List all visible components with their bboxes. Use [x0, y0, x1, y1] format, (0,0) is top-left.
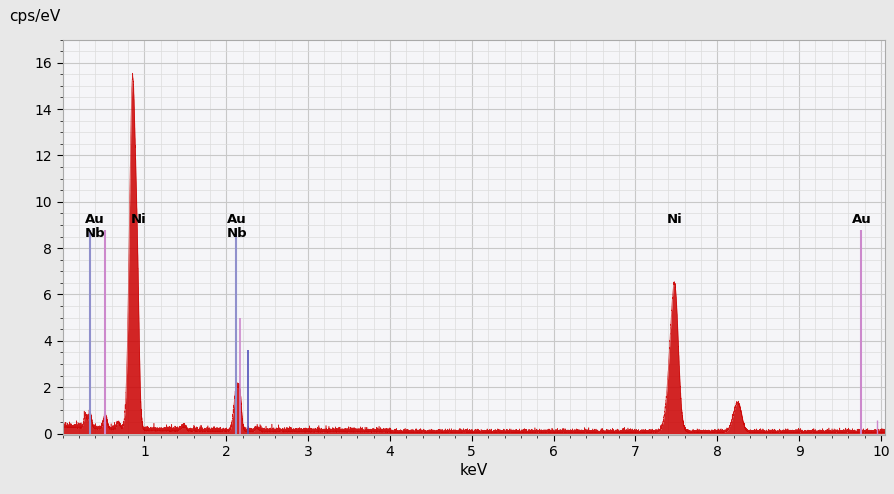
- Text: cps/eV: cps/eV: [9, 9, 61, 24]
- X-axis label: keV: keV: [460, 463, 488, 478]
- Text: Ni: Ni: [667, 213, 682, 226]
- Text: Au
Nb: Au Nb: [85, 213, 105, 240]
- Text: Ni: Ni: [131, 213, 147, 226]
- Text: Au
Nb: Au Nb: [227, 213, 248, 240]
- Text: Au: Au: [852, 213, 872, 226]
